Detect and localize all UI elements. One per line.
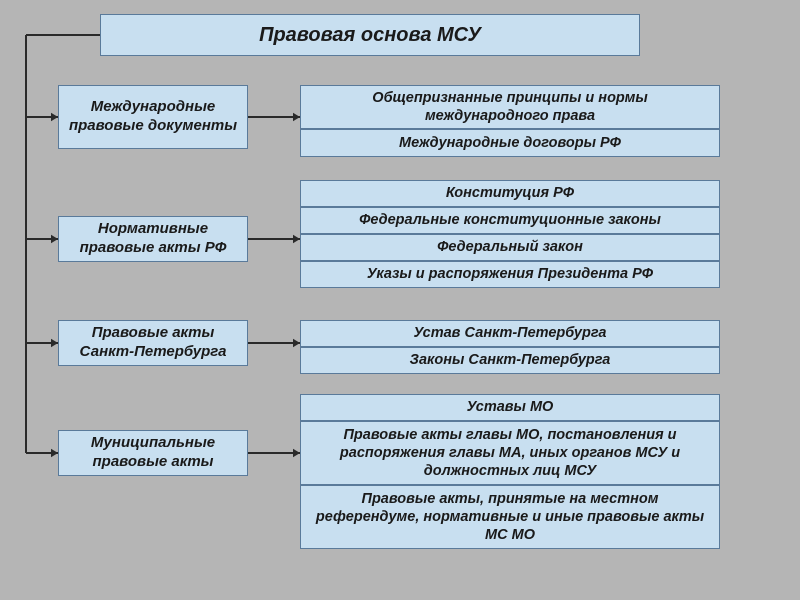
right-item-label-npa-rf-1: Федеральные конституционные законы [359, 211, 661, 229]
left-node-label-muni: Муниципальные правовые акты [67, 434, 239, 472]
left-node-muni: Муниципальные правовые акты [58, 430, 248, 476]
right-item-spb-1: Законы Санкт-Петербурга [300, 347, 720, 374]
right-item-label-spb-1: Законы Санкт-Петербурга [410, 351, 611, 369]
right-item-label-spb-0: Устав Санкт-Петербурга [414, 324, 607, 342]
right-item-label-npa-rf-0: Конституция РФ [446, 184, 574, 202]
left-node-label-spb: Правовые акты Санкт-Петербурга [67, 324, 239, 362]
right-item-npa-rf-0: Конституция РФ [300, 180, 720, 207]
right-item-npa-rf-3: Указы и распоряжения Президента РФ [300, 261, 720, 288]
right-item-intl-0: Общепризнанные принципы и нормы междунар… [300, 85, 720, 129]
left-node-label-npa-rf: Нормативные правовые акты РФ [67, 220, 239, 258]
right-item-label-muni-0: Уставы МО [467, 398, 554, 416]
right-item-label-npa-rf-2: Федеральный закон [437, 238, 583, 256]
right-item-npa-rf-1: Федеральные конституционные законы [300, 207, 720, 234]
right-item-muni-0: Уставы МО [300, 394, 720, 421]
right-item-label-intl-1: Международные договоры РФ [399, 134, 621, 152]
left-node-spb: Правовые акты Санкт-Петербурга [58, 320, 248, 366]
right-item-label-muni-1: Правовые акты главы МО, постановления и … [309, 426, 711, 480]
left-node-label-intl: Международные правовые документы [67, 98, 239, 136]
right-item-intl-1: Международные договоры РФ [300, 129, 720, 157]
title-text: Правовая основа МСУ [259, 23, 481, 48]
left-node-intl: Международные правовые документы [58, 85, 248, 149]
title-box: Правовая основа МСУ [100, 14, 640, 56]
right-item-label-npa-rf-3: Указы и распоряжения Президента РФ [367, 265, 653, 283]
right-item-muni-2: Правовые акты, принятые на местном рефер… [300, 485, 720, 549]
right-item-npa-rf-2: Федеральный закон [300, 234, 720, 261]
right-item-label-intl-0: Общепризнанные принципы и нормы междунар… [309, 89, 711, 125]
right-item-spb-0: Устав Санкт-Петербурга [300, 320, 720, 347]
right-item-muni-1: Правовые акты главы МО, постановления и … [300, 421, 720, 485]
right-item-label-muni-2: Правовые акты, принятые на местном рефер… [309, 490, 711, 544]
left-node-npa-rf: Нормативные правовые акты РФ [58, 216, 248, 262]
